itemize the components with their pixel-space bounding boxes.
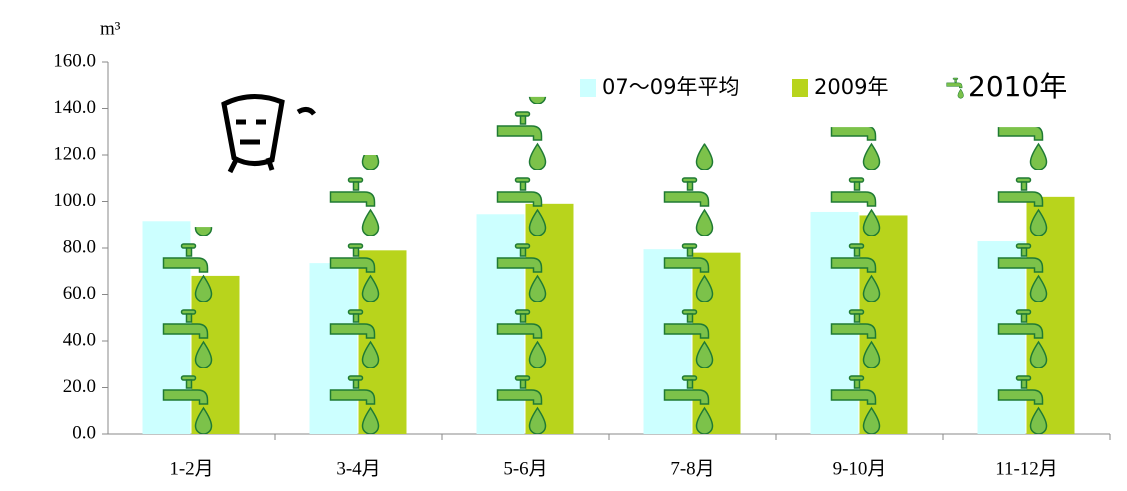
legend-icon: [947, 78, 964, 98]
mascot: [224, 96, 314, 172]
y-tick-label: 140.0: [53, 97, 96, 118]
legend-label: 07～09年平均: [602, 75, 739, 99]
pictograph-bar: [663, 143, 723, 434]
pictograph-bar: [997, 127, 1057, 434]
x-tick-label: 1-2月: [169, 458, 213, 479]
y-tick-label: 40.0: [63, 329, 96, 350]
y-tick-label: 100.0: [53, 190, 96, 211]
y-tick-label: 60.0: [63, 283, 96, 304]
pictograph-bar: [162, 227, 222, 434]
legend-label: 2010年: [968, 70, 1067, 103]
legend-label: 2009年: [814, 75, 888, 99]
pictograph-bar: [329, 155, 389, 434]
x-tick-label: 5-6月: [503, 458, 547, 479]
pictograph-bar: [830, 127, 890, 434]
y-tick-label: 120.0: [53, 143, 96, 164]
y-tick-label: 80.0: [63, 236, 96, 257]
page: m³ 0.0 20.0 40.0 60.0 80.0 100.0 120.0 140.0 160…: [0, 0, 1127, 491]
legend-swatch: [580, 79, 596, 97]
x-tick-label: 9-10月: [833, 458, 887, 479]
y-tick-label: 0.0: [72, 422, 96, 443]
x-tick-label: 7-8月: [670, 458, 714, 479]
y-tick-label: 20.0: [63, 376, 96, 397]
chart: m³ 0.0 20.0 40.0 60.0 80.0 100.0 120.0 140.0 160…: [0, 0, 1127, 491]
legend-swatch: [792, 79, 808, 97]
x-tick-label: 11-12月: [995, 458, 1058, 479]
y-tick-label: 160.0: [53, 50, 96, 71]
unit-label: m³: [100, 18, 121, 39]
pictograph-bar: [496, 97, 556, 434]
x-tick-label: 3-4月: [336, 458, 380, 479]
